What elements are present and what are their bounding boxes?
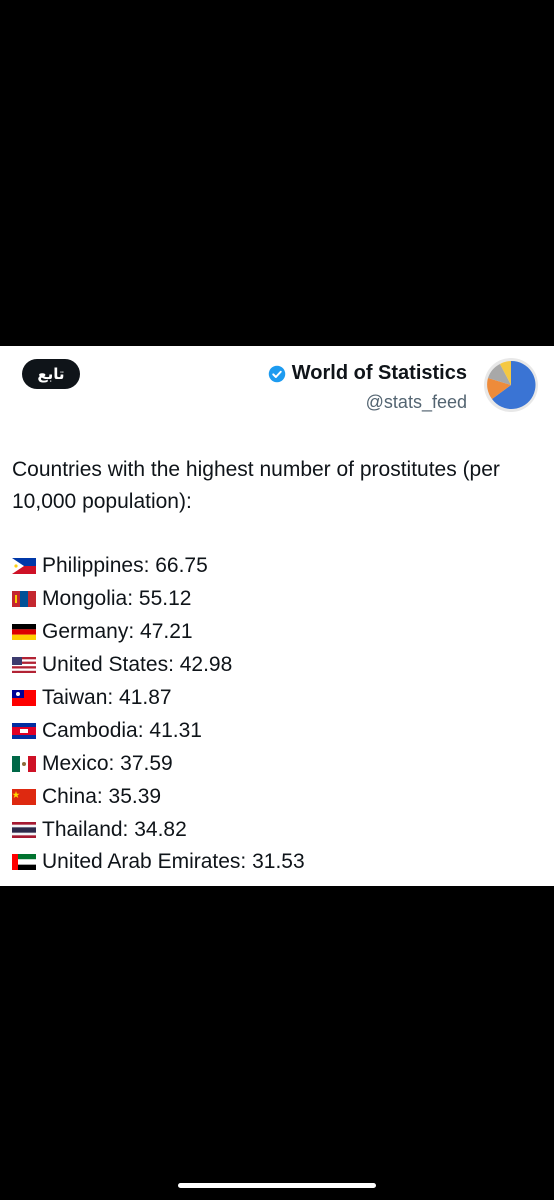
list-item: Germany: 47.21 bbox=[12, 616, 542, 649]
list-item-text: United States: 42.98 bbox=[42, 653, 233, 677]
uae-flag-icon bbox=[12, 854, 36, 871]
follow-button[interactable]: تابع bbox=[22, 359, 80, 389]
post-body-text: Countries with the highest number of pro… bbox=[12, 458, 500, 513]
mexico-flag-icon bbox=[12, 755, 36, 772]
list-item: United States: 42.98 bbox=[12, 649, 542, 682]
list-item-text: United Arab Emirates: 31.53 bbox=[42, 850, 305, 874]
thailand-flag-icon bbox=[12, 821, 36, 838]
list-item-text: Philippines: 66.75 bbox=[42, 554, 208, 578]
profile-avatar-pie-chart-icon[interactable] bbox=[484, 358, 538, 412]
list-item: Mexico: 37.59 bbox=[12, 747, 542, 780]
list-item-text: Mexico: 37.59 bbox=[42, 751, 173, 775]
mongolia-flag-icon bbox=[12, 591, 36, 608]
list-item: China: 35.39 bbox=[12, 780, 542, 813]
list-item-text: Taiwan: 41.87 bbox=[42, 686, 172, 709]
list-item: Thailand: 34.82 bbox=[12, 813, 542, 846]
china-flag-icon bbox=[12, 788, 36, 805]
list-item-text: Mongolia: 55.12 bbox=[42, 587, 192, 611]
list-item: Philippines: 66.75 bbox=[12, 550, 542, 583]
list-item-text: Thailand: 34.82 bbox=[42, 817, 187, 841]
list-item-text: Germany: 47.21 bbox=[42, 620, 193, 644]
author-handle[interactable]: @stats_feed bbox=[365, 392, 467, 412]
list-item-text: China: 35.39 bbox=[42, 784, 162, 808]
united-states-flag-icon bbox=[12, 657, 36, 674]
list-item: United Arab Emirates: 31.53 bbox=[12, 846, 542, 879]
list-item: Mongolia: 55.12 bbox=[12, 583, 542, 616]
list-item: Taiwan: 41.87 bbox=[12, 682, 542, 715]
list-item-text: Cambodia: 41.31 bbox=[42, 718, 202, 742]
cambodia-flag-icon bbox=[12, 722, 36, 739]
tweet-card: تابع World of Statistics @stats_feed Cou… bbox=[0, 346, 554, 886]
philippines-flag-icon bbox=[12, 558, 36, 575]
germany-flag-icon bbox=[12, 624, 36, 641]
list-item: Cambodia: 41.31 bbox=[12, 714, 542, 747]
home-indicator-bar[interactable] bbox=[178, 1183, 376, 1188]
country-list: Philippines: 66.75 Mongolia: 55.12 Germa… bbox=[12, 550, 542, 879]
taiwan-flag-icon bbox=[12, 690, 36, 706]
verified-badge-icon bbox=[268, 365, 286, 382]
author-display-name[interactable]: World of Statistics bbox=[291, 362, 467, 384]
author-name-row[interactable]: World of Statistics bbox=[268, 362, 467, 385]
